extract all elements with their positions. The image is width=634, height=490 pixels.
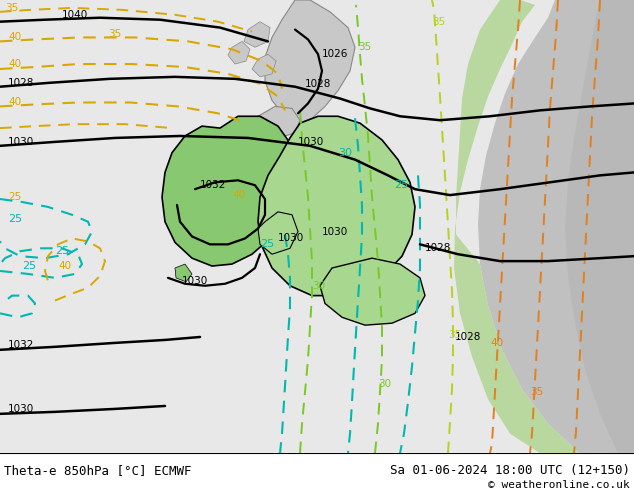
Text: 1030: 1030 <box>8 404 34 414</box>
Text: 35: 35 <box>358 42 372 52</box>
Text: 1040: 1040 <box>62 10 88 20</box>
Text: 1028: 1028 <box>455 332 481 342</box>
Text: 1030: 1030 <box>322 226 348 237</box>
Text: 40: 40 <box>232 190 245 200</box>
Text: 1026: 1026 <box>322 49 348 59</box>
Text: 30: 30 <box>338 147 352 158</box>
Text: 25: 25 <box>394 180 408 190</box>
Text: 35: 35 <box>432 17 445 26</box>
Text: 1028: 1028 <box>425 244 451 253</box>
Text: Sa 01-06-2024 18:00 UTC (12+150): Sa 01-06-2024 18:00 UTC (12+150) <box>390 464 630 477</box>
Text: 25: 25 <box>260 239 274 249</box>
Text: 40: 40 <box>490 338 503 348</box>
Polygon shape <box>252 54 276 77</box>
Polygon shape <box>258 116 415 295</box>
Text: 1030: 1030 <box>278 233 304 244</box>
Text: 25: 25 <box>22 261 36 271</box>
Text: 30: 30 <box>378 379 391 389</box>
Text: 1030: 1030 <box>182 276 208 286</box>
Text: 35: 35 <box>530 387 543 397</box>
Text: 1032: 1032 <box>200 180 226 190</box>
Polygon shape <box>265 0 355 123</box>
Polygon shape <box>244 22 270 48</box>
Polygon shape <box>258 212 298 254</box>
Text: 35: 35 <box>108 29 121 40</box>
Text: 1028: 1028 <box>305 79 332 89</box>
Polygon shape <box>565 0 634 453</box>
Polygon shape <box>454 0 580 453</box>
Text: 35: 35 <box>448 330 462 340</box>
Polygon shape <box>320 258 425 325</box>
Text: 40: 40 <box>8 32 21 43</box>
Text: 1030: 1030 <box>8 137 34 147</box>
Text: 25: 25 <box>8 192 22 202</box>
Text: Theta-e 850hPa [°C] ECMWF: Theta-e 850hPa [°C] ECMWF <box>4 464 191 477</box>
Polygon shape <box>478 0 634 453</box>
Text: 40: 40 <box>58 261 71 271</box>
Text: © weatheronline.co.uk: © weatheronline.co.uk <box>488 480 630 490</box>
Text: 40: 40 <box>8 59 21 69</box>
Text: 1030: 1030 <box>298 137 324 147</box>
Text: 30: 30 <box>312 281 325 291</box>
Text: 35: 35 <box>5 3 18 13</box>
Text: 1032: 1032 <box>8 340 34 350</box>
Text: 1028: 1028 <box>8 78 34 88</box>
Polygon shape <box>258 106 300 138</box>
Text: 40: 40 <box>8 98 21 107</box>
Polygon shape <box>228 41 250 64</box>
Text: 25: 25 <box>55 246 69 256</box>
Polygon shape <box>175 264 192 282</box>
Polygon shape <box>162 116 298 266</box>
Text: 25: 25 <box>8 214 22 224</box>
